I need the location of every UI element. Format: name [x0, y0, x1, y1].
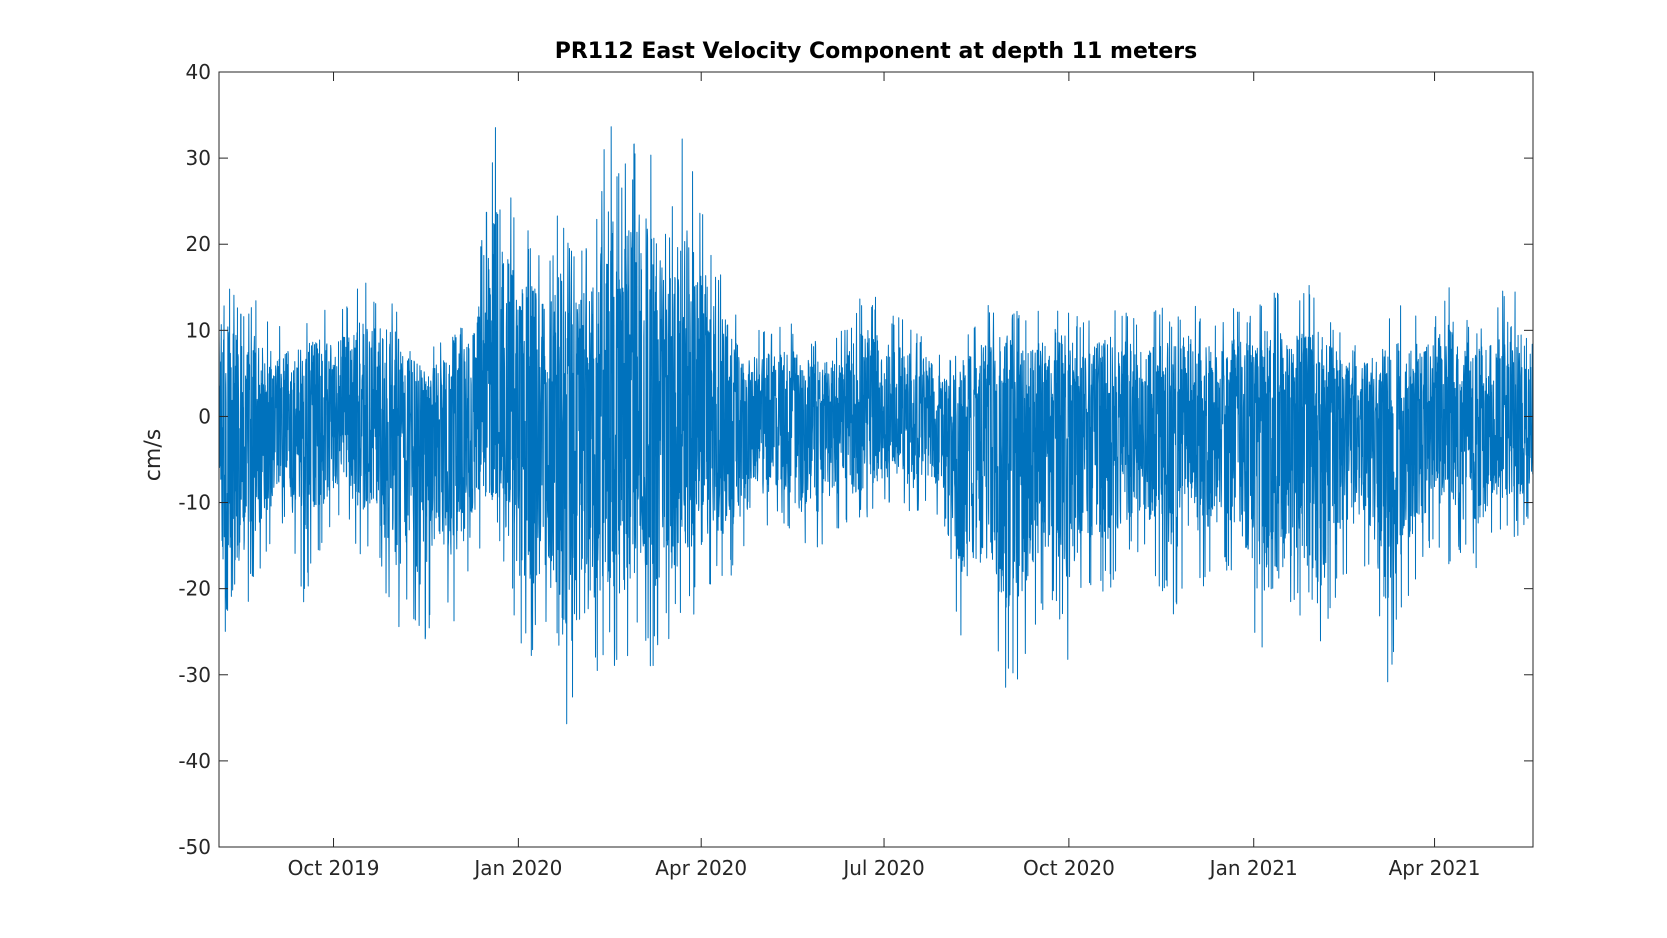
series-layer	[218, 126, 1534, 725]
chart-title: PR112 East Velocity Component at depth 1…	[555, 39, 1198, 64]
x-tick-label: Apr 2020	[655, 856, 747, 880]
y-tick-label: 20	[186, 232, 211, 256]
y-axis-label: cm/s	[141, 429, 166, 481]
x-tick-label: Jan 2021	[1208, 856, 1298, 880]
x-tick-label: Oct 2019	[288, 856, 380, 880]
x-tick-label: Jan 2020	[472, 856, 562, 880]
y-tick-label: 30	[186, 146, 211, 170]
x-tick-label: Jul 2020	[841, 856, 924, 880]
series-line	[218, 126, 1534, 725]
y-tick-label: 10	[186, 318, 211, 342]
y-tick-label: -50	[178, 835, 211, 859]
y-tick-label: -20	[178, 577, 211, 601]
y-tick-label: 40	[186, 60, 211, 84]
x-tick-label: Apr 2021	[1389, 856, 1481, 880]
y-axis: -50 -40 -30 -20 -10 0 10 20 30 40	[178, 60, 1533, 859]
y-tick-label: -30	[178, 663, 211, 687]
x-tick-label: Oct 2020	[1023, 856, 1115, 880]
x-axis: Oct 2019 Jan 2020 Apr 2020 Jul 2020 Oct 2020…	[288, 72, 1481, 880]
y-tick-label: -10	[178, 491, 211, 515]
y-tick-label: 0	[198, 404, 211, 428]
y-tick-label: -40	[178, 749, 211, 773]
plot-frame	[218, 71, 1534, 848]
